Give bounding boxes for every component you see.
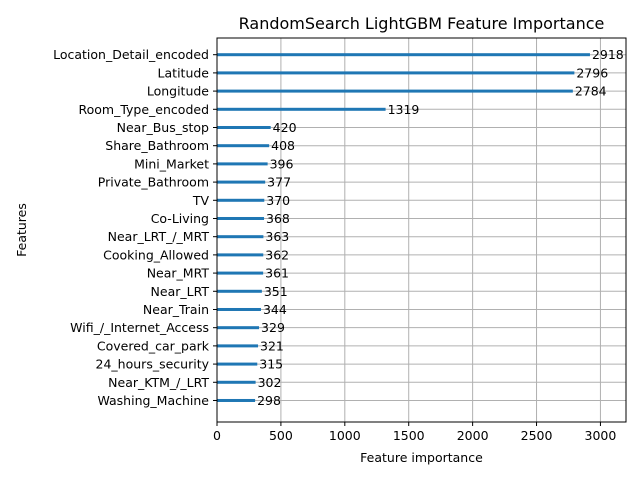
bar [217,107,386,111]
bar [217,144,270,148]
y-tick-label: Location_Detail_encoded [53,47,209,62]
data-label: 344 [263,302,287,317]
data-label: 302 [258,375,282,390]
bar [217,71,575,75]
bars [217,53,590,402]
data-label: 1319 [388,102,420,117]
x-tick-label: 2000 [457,428,489,443]
bar [217,216,265,220]
bar [217,162,268,166]
x-tick-label: 3000 [585,428,617,443]
x-tick-label: 1500 [393,428,425,443]
chart-title: RandomSearch LightGBM Feature Importance [239,14,605,33]
y-tick-label: Near_Train [143,302,209,317]
bar [217,89,573,93]
y-tick-label: Cooking_Allowed [103,247,209,262]
bar [217,289,262,293]
y-tick-label: Near_LRT [151,284,210,299]
data-label: 377 [267,175,291,190]
data-label: 368 [266,211,290,226]
y-tick-label: Washing_Machine [97,393,209,408]
data-label: 363 [265,229,289,244]
x-tick-label: 1000 [329,428,361,443]
y-tick-label: TV [192,193,210,208]
y-tick-label: Longitude [147,84,209,99]
data-label: 2796 [576,65,608,80]
y-ticks: Location_Detail_encoded Latitude Longitude… [53,47,217,408]
data-label: 2784 [575,84,607,99]
y-tick-label: Wifi_/_Internet_Access [70,320,209,335]
x-tick-label: 0 [213,428,221,443]
bar [217,362,258,366]
y-tick-label: Mini_Market [134,156,209,171]
x-axis-label: Feature importance [360,450,483,465]
y-axis-label: Features [14,203,29,257]
data-label: 351 [264,284,288,299]
y-tick-label: Share_Bathroom [105,138,209,153]
bar [217,398,256,402]
bar [217,380,256,384]
data-label: 321 [260,338,284,353]
plot-frame [216,37,627,423]
data-label: 396 [270,156,294,171]
x-tick-label: 500 [269,428,293,443]
data-label: 408 [271,138,295,153]
data-label: 362 [265,247,289,262]
bar [217,198,265,202]
data-label: 420 [273,120,297,135]
data-label: 315 [259,357,283,372]
bar [217,307,261,311]
y-tick-label: Private_Bathroom [98,175,209,190]
data-label: 329 [261,320,285,335]
x-tick-label: 2500 [521,428,553,443]
y-tick-label: Near_Bus_stop [117,120,209,135]
x-ticks: 0 500 1000 1500 2000 2500 3000 [213,422,616,443]
y-tick-label: Covered_car_park [97,338,210,353]
bar [217,53,590,57]
y-tick-label: Near_LRT_/_MRT [108,229,210,244]
bar [217,235,264,239]
y-tick-label: Near_KTM_/_LRT [108,375,209,390]
bar [217,180,266,184]
y-tick-label: 24_hours_security [96,357,210,372]
y-tick-label: Near_MRT [147,266,210,281]
data-labels: 2918 2796 2784 1319 420 408 396 377 370 368 363 362… [257,47,624,408]
bar [217,326,260,330]
bar [217,125,271,129]
bar [217,253,264,257]
y-tick-label: Room_Type_encoded [79,102,210,117]
data-label: 370 [266,193,290,208]
data-label: 361 [265,266,289,281]
bar [217,271,264,275]
bar [217,344,259,348]
data-label: 2918 [592,47,624,62]
data-label: 298 [257,393,281,408]
y-tick-label: Latitude [158,65,210,80]
y-tick-label: Co-Living [151,211,209,226]
